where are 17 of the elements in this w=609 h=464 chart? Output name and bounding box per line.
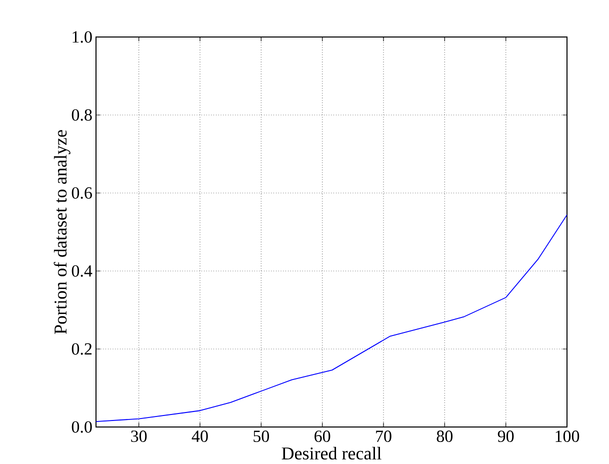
y-tick-label: 0.0 (72, 421, 92, 433)
y-tick-label: 0.4 (72, 265, 92, 277)
x-tick-label: 50 (254, 430, 270, 442)
x-tick-label: 90 (498, 430, 514, 442)
y-axis-title: Portion of dataset to analyze (54, 130, 70, 334)
y-tick-label: 1.0 (72, 31, 92, 43)
line-series (96, 214, 567, 422)
x-tick-label: 70 (376, 430, 392, 442)
y-tick-label: 0.8 (72, 109, 92, 121)
y-tick-label: 0.6 (72, 187, 92, 199)
x-tick-label: 80 (436, 430, 453, 442)
x-axis-title: Desired recall (282, 446, 382, 460)
y-tick-label: 0.2 (72, 343, 92, 355)
x-tick-label: 30 (131, 430, 147, 442)
x-tick-label: 100 (556, 430, 580, 442)
x-tick-label: 40 (192, 430, 208, 442)
x-tick-label: 60 (314, 430, 330, 442)
